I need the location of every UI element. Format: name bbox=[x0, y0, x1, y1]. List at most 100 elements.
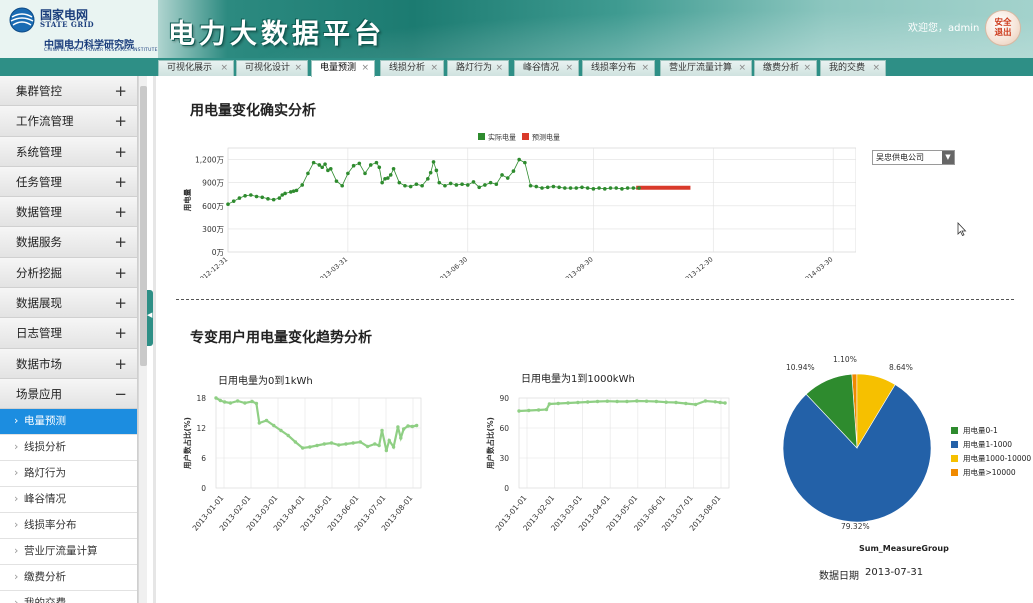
sidebar-group-scenario[interactable]: 场景应用 − bbox=[0, 378, 137, 410]
sidebar-group-log[interactable]: 日志管理 + bbox=[0, 318, 137, 349]
sidebar-group-display[interactable]: 数据展现 + bbox=[0, 288, 137, 319]
expand-icon: + bbox=[114, 82, 127, 100]
data-point bbox=[414, 423, 419, 428]
data-point bbox=[580, 185, 584, 190]
sidebar-group-data-service[interactable]: 数据服务 + bbox=[0, 227, 137, 258]
expand-icon: + bbox=[114, 263, 127, 282]
sidebar-item-hall-traffic[interactable]: 营业厅流量计算 bbox=[0, 538, 137, 566]
close-icon[interactable]: × bbox=[641, 63, 649, 73]
legend-item[interactable]: 用电量1000-10000 bbox=[951, 454, 1031, 464]
pie-percent-label: 8.64% bbox=[889, 363, 913, 372]
close-icon[interactable]: × bbox=[738, 63, 746, 73]
data-point bbox=[635, 399, 639, 403]
company-select[interactable]: 吴忠供电公司 ▼ bbox=[872, 150, 955, 165]
data-point bbox=[340, 183, 344, 188]
close-icon[interactable]: × bbox=[872, 63, 880, 73]
legend-label: 用电量0-1 bbox=[963, 426, 998, 435]
tab-visual-design[interactable]: 可视化设计 × bbox=[236, 60, 308, 76]
plot-area bbox=[518, 397, 730, 489]
data-point bbox=[266, 197, 270, 201]
sidebar-group-label: 场景应用 bbox=[16, 386, 62, 401]
close-icon[interactable]: × bbox=[565, 63, 573, 73]
data-point bbox=[557, 185, 561, 190]
y-tick-label: 6 bbox=[201, 454, 206, 463]
data-point bbox=[346, 171, 350, 176]
tab-hall-traffic[interactable]: 营业厅流量计算 × bbox=[660, 60, 752, 76]
data-point bbox=[365, 444, 370, 449]
y-axis-label: 用户数占比(%) bbox=[182, 417, 192, 469]
welcome-text: 欢迎您，admin bbox=[908, 23, 980, 34]
sidebar-group-label: 数据服务 bbox=[16, 235, 62, 250]
tab-label: 路灯行为 bbox=[456, 63, 493, 73]
legend-label: 用电量1-1000 bbox=[963, 440, 1013, 449]
legend-label-forecast: 预测电量 bbox=[532, 133, 560, 142]
legend-item[interactable]: 用电量>10000 bbox=[951, 468, 1016, 478]
sidebar-group-system[interactable]: 系统管理 + bbox=[0, 136, 137, 167]
data-point bbox=[566, 401, 570, 405]
sidebar-collapse-handle[interactable]: ◀ bbox=[147, 290, 153, 346]
logout-button[interactable]: 安全 退出 bbox=[985, 10, 1021, 46]
data-point bbox=[374, 160, 379, 165]
close-icon[interactable]: × bbox=[220, 63, 228, 73]
data-point bbox=[471, 180, 476, 184]
tab-loss-rate[interactable]: 线损率分布 × bbox=[582, 60, 655, 76]
data-point bbox=[293, 440, 298, 444]
sidebar-scrollbar[interactable] bbox=[138, 76, 147, 603]
sidebar-item-street-light[interactable]: 路灯行为 bbox=[0, 460, 137, 488]
tab-payment-analysis[interactable]: 缴费分析 × bbox=[754, 60, 817, 76]
sidebar-item-power-forecast[interactable]: 电量预测 bbox=[0, 408, 137, 436]
sidebar-item-my-payment[interactable]: 我的交费 bbox=[0, 590, 137, 603]
data-point bbox=[563, 186, 567, 190]
sidebar-group-cluster[interactable]: 集群管控 + bbox=[0, 76, 137, 107]
data-point bbox=[226, 202, 230, 207]
sidebar-item-payment-analysis[interactable]: 缴费分析 bbox=[0, 564, 137, 592]
close-icon[interactable]: × bbox=[495, 63, 503, 73]
data-point bbox=[403, 183, 407, 188]
data-point bbox=[300, 446, 305, 450]
data-point bbox=[283, 191, 287, 196]
org-name-cn: 国家电网 bbox=[40, 8, 89, 22]
data-point bbox=[384, 448, 389, 453]
tab-street-light[interactable]: 路灯行为 × bbox=[447, 60, 509, 76]
tab-line-loss[interactable]: 线损分析 × bbox=[380, 60, 444, 76]
sidebar-item-line-loss[interactable]: 线损分析 bbox=[0, 434, 137, 462]
scrollbar-thumb[interactable] bbox=[140, 86, 147, 366]
data-date-label: 数据日期 bbox=[819, 571, 859, 582]
close-icon[interactable]: × bbox=[803, 63, 811, 73]
data-point bbox=[517, 157, 521, 162]
data-point bbox=[625, 186, 630, 190]
sidebar-group-mining[interactable]: 分析挖掘 + bbox=[0, 257, 137, 289]
close-icon[interactable]: × bbox=[430, 63, 438, 73]
tab-power-forecast[interactable]: 电量预测 × bbox=[311, 60, 375, 77]
data-point bbox=[243, 401, 247, 405]
tab-my-payment[interactable]: 我的交费 × bbox=[820, 60, 886, 76]
data-point bbox=[605, 399, 610, 403]
close-icon[interactable]: × bbox=[294, 63, 302, 73]
data-point bbox=[363, 171, 367, 176]
legend-item[interactable]: 用电量1-1000 bbox=[951, 440, 1012, 450]
data-point bbox=[591, 187, 596, 191]
sidebar-group-label: 集群管控 bbox=[16, 84, 62, 98]
tab-peak-valley[interactable]: 峰谷情况 × bbox=[514, 60, 579, 76]
data-point bbox=[222, 400, 227, 404]
data-point bbox=[235, 399, 240, 403]
data-point bbox=[703, 399, 708, 403]
tab-visual-display[interactable]: 可视化展示 × bbox=[158, 60, 234, 76]
sidebar-group-workflow[interactable]: 工作流管理 + bbox=[0, 106, 137, 137]
pie-slice bbox=[782, 384, 932, 523]
data-point bbox=[603, 187, 607, 191]
sidebar-group-data-mgmt[interactable]: 数据管理 + bbox=[0, 197, 137, 228]
x-tick-label: 2013-09-30 bbox=[561, 255, 595, 278]
data-point bbox=[426, 177, 430, 181]
data-point bbox=[625, 399, 629, 404]
sidebar-group-market[interactable]: 数据市场 + bbox=[0, 348, 137, 379]
data-point bbox=[718, 400, 722, 405]
close-icon[interactable]: × bbox=[361, 63, 369, 73]
sidebar-group-label: 日志管理 bbox=[16, 326, 62, 341]
data-point bbox=[614, 186, 619, 190]
sidebar-group-task[interactable]: 任务管理 + bbox=[0, 166, 137, 198]
data-point bbox=[387, 438, 391, 443]
legend-item[interactable]: 用电量0-1 bbox=[951, 426, 998, 436]
sidebar-item-loss-rate[interactable]: 线损率分布 bbox=[0, 512, 137, 540]
sidebar-item-peak-valley[interactable]: 峰谷情况 bbox=[0, 486, 137, 514]
